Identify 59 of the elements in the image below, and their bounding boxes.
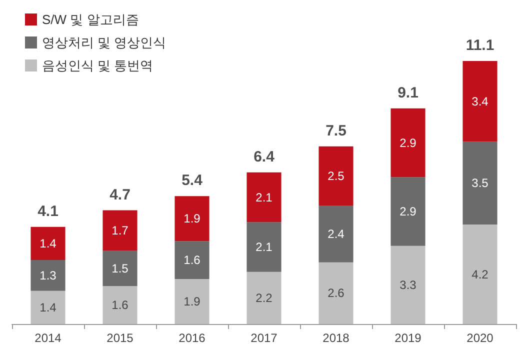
bar bbox=[30, 260, 66, 291]
data-label: 3.3 bbox=[400, 278, 417, 292]
data-label: 3.5 bbox=[472, 176, 489, 190]
bar bbox=[102, 286, 138, 324]
legend-label: S/W 및 알고리즘 bbox=[42, 12, 139, 27]
data-label: 2.9 bbox=[400, 204, 417, 218]
bar bbox=[102, 250, 138, 286]
data-label: 4.2 bbox=[472, 267, 489, 282]
bar bbox=[462, 224, 498, 324]
x-tick-label: 2020 bbox=[466, 331, 494, 345]
bar bbox=[174, 196, 210, 242]
legend-label: 음성인식 및 통번역 bbox=[42, 58, 154, 73]
data-label: 1.3 bbox=[40, 268, 57, 282]
bar bbox=[174, 241, 210, 279]
data-label: 2.5 bbox=[328, 168, 345, 183]
total-label: 7.5 bbox=[326, 122, 346, 140]
bar bbox=[102, 210, 138, 251]
x-tick-label: 2016 bbox=[178, 331, 206, 345]
data-label: 2.1 bbox=[256, 240, 273, 254]
total-label: 4.7 bbox=[110, 186, 130, 204]
bar bbox=[318, 262, 354, 324]
data-label: 1.4 bbox=[40, 236, 57, 250]
x-tick-label: 2014 bbox=[34, 331, 62, 345]
data-label: 1.6 bbox=[112, 298, 129, 312]
data-label: 2.6 bbox=[328, 286, 345, 300]
bar bbox=[390, 246, 426, 324]
bar bbox=[462, 142, 498, 224]
data-label: 1.5 bbox=[112, 261, 129, 276]
total-label: 6.4 bbox=[254, 148, 276, 166]
data-label: 2.2 bbox=[256, 290, 273, 305]
bar bbox=[30, 290, 66, 324]
data-label: 1.6 bbox=[184, 253, 201, 268]
legend-label: 영상처리 및 영상인식 bbox=[42, 35, 166, 50]
total-label: 9.1 bbox=[398, 84, 418, 102]
x-tick-label: 2018 bbox=[322, 331, 350, 345]
x-tick-label: 2015 bbox=[106, 331, 134, 345]
bar bbox=[246, 222, 282, 272]
data-label: 2.1 bbox=[256, 190, 273, 204]
bar bbox=[30, 226, 66, 260]
bar bbox=[390, 108, 426, 178]
total-label: 4.1 bbox=[38, 202, 58, 220]
data-label: 1.9 bbox=[184, 212, 201, 226]
bar bbox=[246, 272, 282, 324]
data-label: 1.7 bbox=[112, 223, 129, 238]
data-label: 3.4 bbox=[472, 94, 489, 108]
data-label: 2.4 bbox=[328, 226, 345, 241]
bar bbox=[318, 206, 354, 262]
data-label: 2.9 bbox=[400, 136, 417, 150]
data-label: 1.4 bbox=[40, 300, 57, 314]
data-label: 1.9 bbox=[184, 294, 201, 308]
bar bbox=[318, 146, 354, 206]
total-label: 11.1 bbox=[466, 37, 494, 54]
total-label: 5.4 bbox=[182, 172, 204, 190]
x-tick-label: 2017 bbox=[250, 331, 278, 345]
bar bbox=[390, 177, 426, 246]
bar bbox=[246, 172, 282, 222]
bar bbox=[462, 61, 498, 142]
bar bbox=[174, 278, 210, 324]
x-tick-label: 2019 bbox=[394, 331, 422, 345]
